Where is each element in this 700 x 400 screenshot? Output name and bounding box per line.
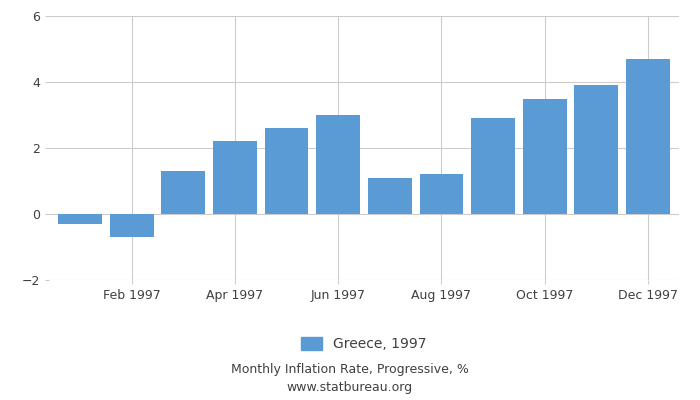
Bar <box>575 85 618 214</box>
Bar <box>626 59 670 214</box>
Bar <box>471 118 515 214</box>
Bar <box>213 141 257 214</box>
Bar <box>523 98 567 214</box>
Text: www.statbureau.org: www.statbureau.org <box>287 382 413 394</box>
Bar <box>58 214 102 224</box>
Bar <box>265 128 309 214</box>
Legend: Greece, 1997: Greece, 1997 <box>295 332 433 357</box>
Bar <box>368 178 412 214</box>
Bar <box>419 174 463 214</box>
Bar <box>110 214 153 237</box>
Bar <box>161 171 205 214</box>
Bar <box>316 115 360 214</box>
Text: Monthly Inflation Rate, Progressive, %: Monthly Inflation Rate, Progressive, % <box>231 364 469 376</box>
